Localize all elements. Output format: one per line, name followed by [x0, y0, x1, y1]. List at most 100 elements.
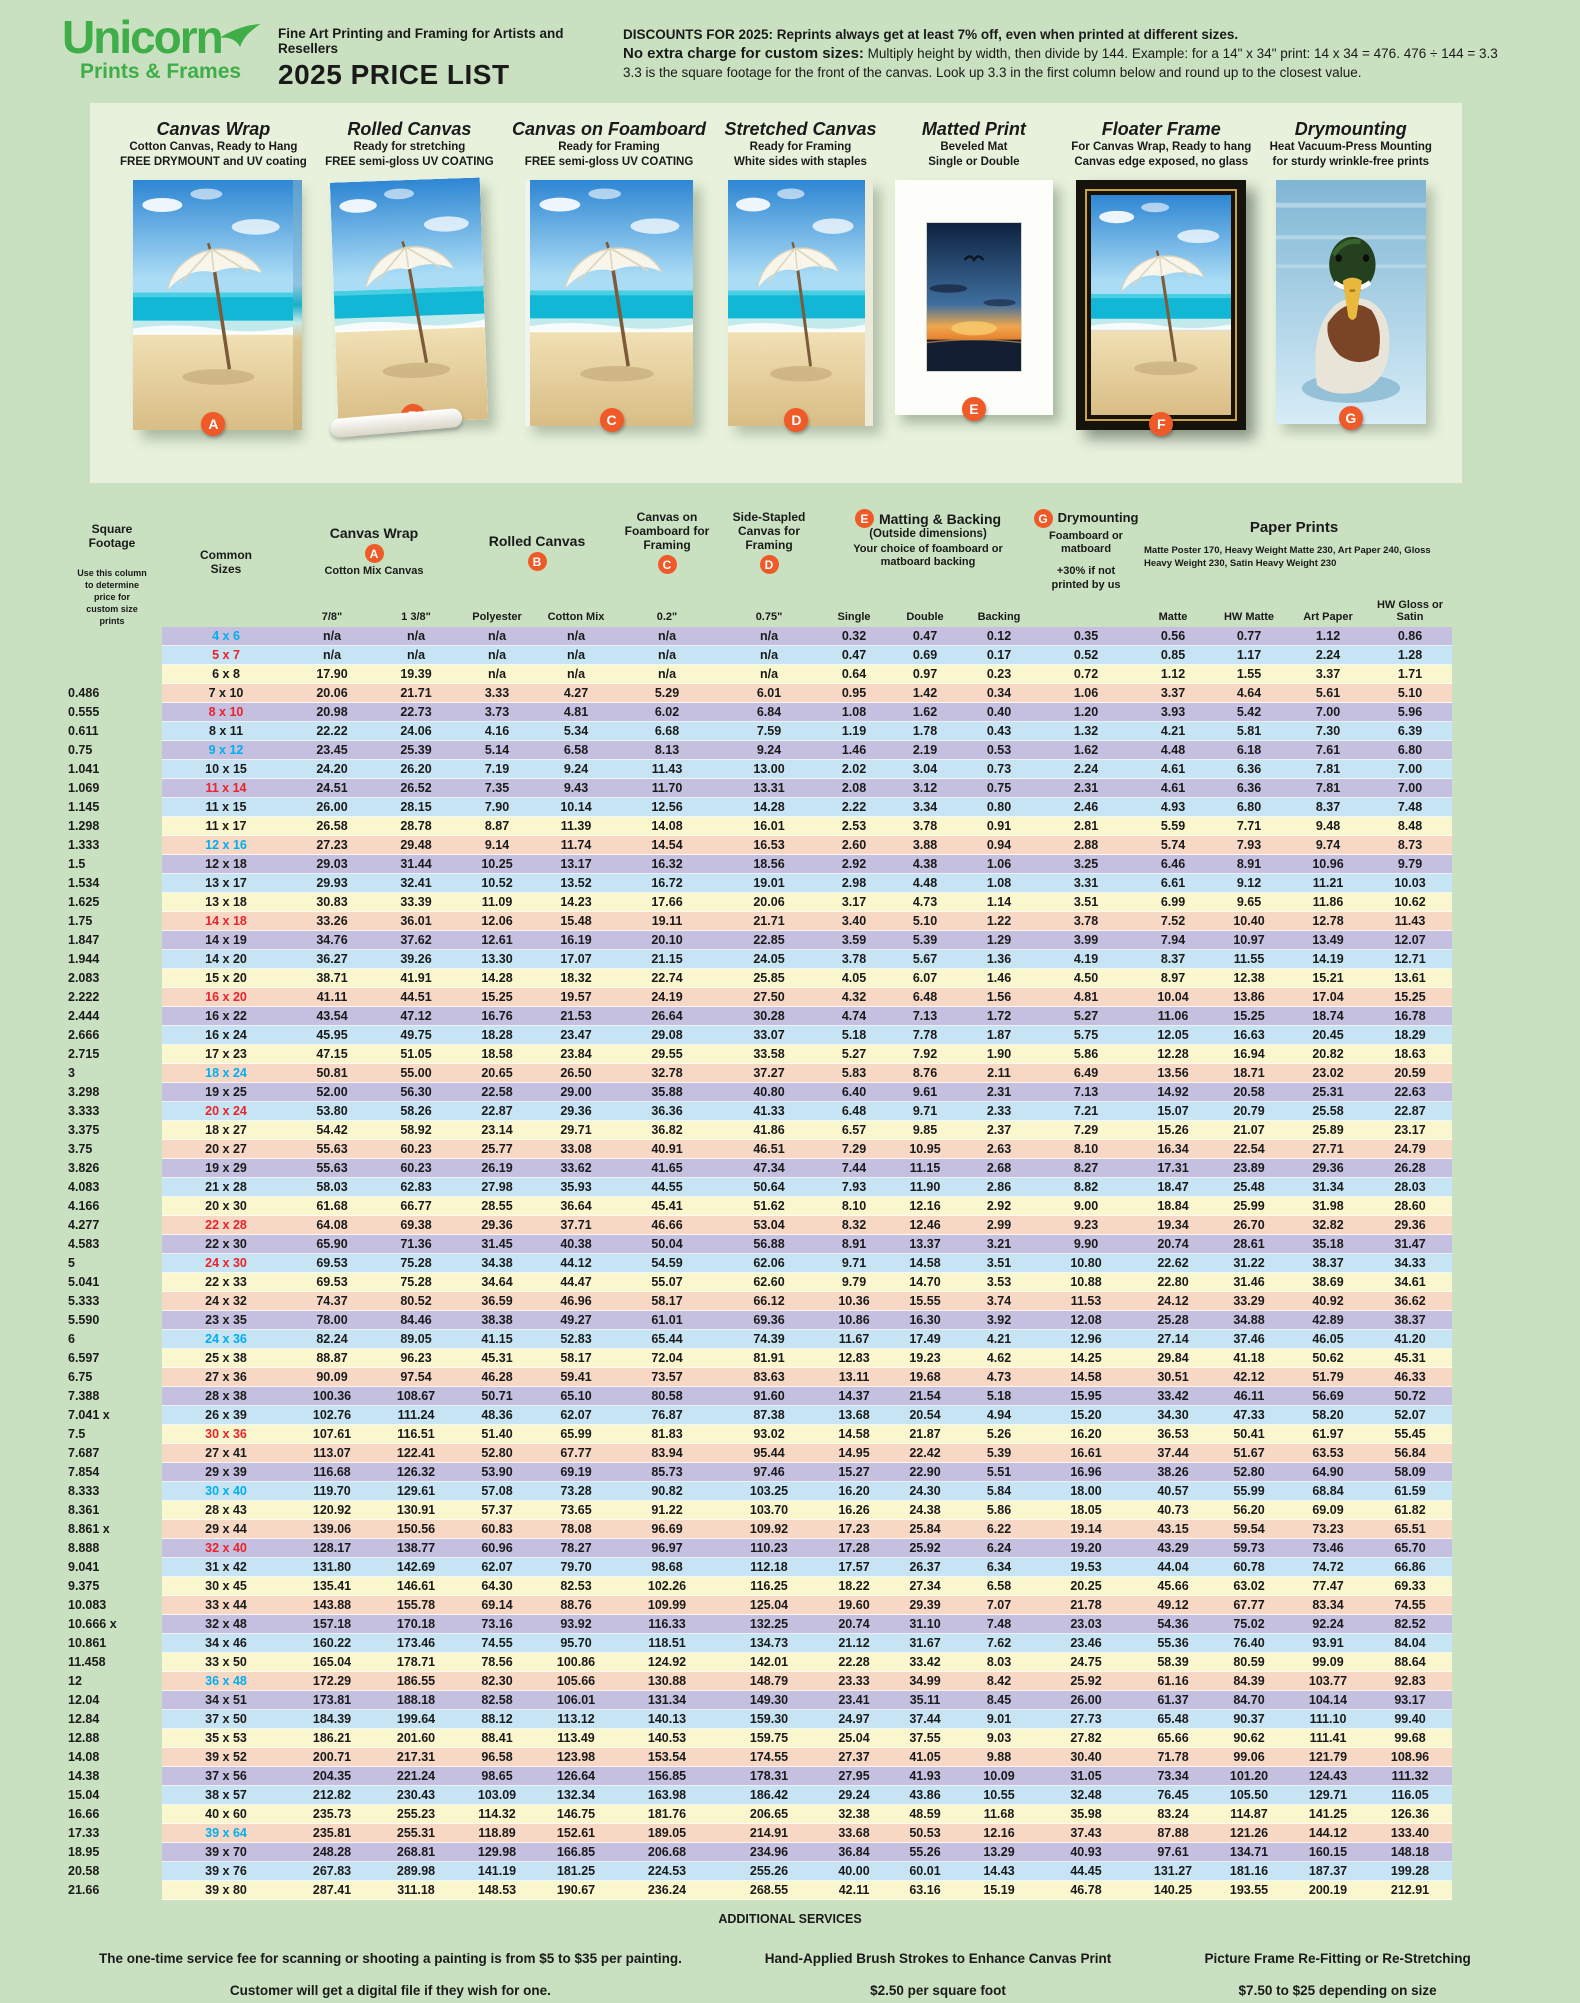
price-cell: 64.90	[1312, 1465, 1344, 1479]
price-cell: 12.07	[1394, 933, 1426, 947]
price-cell: 148.79	[749, 1674, 789, 1688]
price-cell: 8.37	[1160, 952, 1186, 966]
price-cell: 20.25	[1070, 1579, 1102, 1593]
price-cell: 5.67	[912, 952, 938, 966]
price-cell: 15.27	[838, 1465, 870, 1479]
price-cell: 93.92	[560, 1617, 592, 1631]
price-cell: 236.24	[647, 1883, 687, 1897]
group-title: Side-Stapled Canvas for Framing	[732, 510, 806, 552]
price-cell: 28.60	[1394, 1199, 1426, 1213]
size-cell: 16 x 24	[205, 1028, 247, 1042]
sqft-cell: 11.458	[68, 1655, 106, 1669]
price-cell: 40.80	[753, 1085, 785, 1099]
table-row: 1.298 11 x 17 26.58 28.78 8.87 11.39 14.08 16.0…	[62, 817, 1514, 836]
price-cell: 75.02	[1233, 1617, 1265, 1631]
sunset-bird-image	[927, 223, 1021, 371]
price-cell: 63.53	[1312, 1446, 1344, 1460]
price-cell: 24.38	[909, 1503, 941, 1517]
price-cell: 51.40	[481, 1427, 513, 1441]
price-cell: 38.71	[316, 971, 348, 985]
price-cell: 82.30	[481, 1674, 513, 1688]
price-cell: 116.33	[648, 1617, 686, 1631]
price-cell: 6.46	[1160, 857, 1186, 871]
price-cell: 8.10	[841, 1199, 867, 1213]
price-cell: 6.40	[841, 1085, 867, 1099]
product-subtitle: FREE semi-gloss UV COATING	[325, 156, 494, 169]
size-cell: 6 x 8	[212, 667, 240, 681]
foamboard-photo: C	[525, 179, 694, 432]
price-cell: 217.31	[396, 1750, 436, 1764]
stretched-canvas-photo: D	[727, 179, 873, 432]
price-cell: 66.86	[1394, 1560, 1426, 1574]
sqft-cell: 3.375	[68, 1123, 100, 1137]
price-cell: 5.42	[1236, 705, 1262, 719]
price-cell: 36.59	[481, 1294, 513, 1308]
price-cell: 98.65	[481, 1769, 513, 1783]
subcolumn-label: HW Gloss or Satin	[1376, 598, 1443, 623]
price-cell: 2.24	[1073, 762, 1099, 776]
price-cell: 184.39	[312, 1712, 352, 1726]
price-cell: 54.42	[316, 1123, 348, 1137]
service-refitting: Picture Frame Re-Fitting or Re-Stretchin…	[1145, 1950, 1530, 2001]
price-cell: 55.99	[1233, 1484, 1265, 1498]
size-cell: 11 x 15	[205, 800, 247, 814]
size-cell: 11 x 17	[205, 819, 247, 833]
price-cell: 153.54	[647, 1750, 687, 1764]
price-cell: 65.44	[651, 1332, 683, 1346]
size-cell: 9 x 12	[208, 743, 244, 757]
price-cell: 22.54	[1233, 1142, 1265, 1156]
price-cell: 105.50	[1229, 1788, 1269, 1802]
discount-line-1: DISCOUNTS FOR 2025: Reprints always get …	[623, 27, 1239, 42]
price-cell: 73.34	[1157, 1769, 1189, 1783]
price-cell: 8.91	[841, 1237, 867, 1251]
price-cell: 1.22	[986, 914, 1012, 928]
price-cell: 29.36	[1394, 1218, 1426, 1232]
price-cell: 13.49	[1312, 933, 1344, 947]
price-cell: 17.57	[838, 1560, 870, 1574]
logo: Unicorn Prints & Frames	[62, 14, 262, 91]
price-cell: 34.38	[481, 1256, 513, 1270]
price-cell: 10.25	[481, 857, 513, 871]
product-title: Floater Frame	[1101, 119, 1221, 139]
price-cell: 46.96	[560, 1294, 592, 1308]
price-cell: 11.68	[983, 1807, 1015, 1821]
table-row: 3.75 20 x 27 55.63 60.23 25.77 33.08 40.91 46.5…	[62, 1140, 1514, 1159]
price-cell: 54.36	[1157, 1617, 1189, 1631]
price-cell: 23.33	[838, 1674, 870, 1688]
price-cell: 31.10	[909, 1617, 941, 1631]
sqft-cell: 1.298	[68, 819, 100, 833]
product-title: Canvas on Foamboard	[512, 119, 707, 139]
price-cell: 24.20	[316, 762, 348, 776]
price-cell: 23.89	[1233, 1161, 1265, 1175]
sqft-cell: 8.333	[68, 1484, 100, 1498]
price-cell: 67.77	[560, 1446, 592, 1460]
price-cell: 22.42	[909, 1446, 941, 1460]
size-cell: 7 x 10	[208, 686, 244, 700]
duck-image	[1276, 180, 1426, 424]
price-cell: 18.56	[753, 857, 785, 871]
table-row: 1.847 14 x 19 34.76 37.62 12.61 16.19 20.10 22.…	[62, 931, 1514, 950]
price-cell: 132.34	[556, 1788, 596, 1802]
price-cell: 29.36	[560, 1104, 592, 1118]
price-cell: 9.00	[1073, 1199, 1099, 1213]
price-cell: 0.72	[1073, 667, 1099, 681]
price-cell: 116.05	[1391, 1788, 1429, 1802]
header-drymounting: G Drymounting Foamboard or matboard +30%…	[1033, 499, 1138, 627]
price-cell: 50.62	[1312, 1351, 1344, 1365]
price-cell: 15.25	[481, 990, 513, 1004]
price-cell: 9.24	[563, 762, 589, 776]
price-cell: 16.19	[560, 933, 592, 947]
price-cell: 3.37	[1160, 686, 1186, 700]
discount-line-3: 3.3 is the square footage for the front …	[623, 65, 1362, 81]
price-cell: 4.94	[986, 1408, 1012, 1422]
group-subtitle: Foamboard or matboard	[1049, 530, 1123, 556]
price-cell: 49.12	[1157, 1598, 1189, 1612]
price-cell: 37.62	[400, 933, 432, 947]
sqft-cell: 12.88	[68, 1731, 100, 1745]
price-cell: 29.36	[1312, 1161, 1344, 1175]
price-cell: 102.26	[647, 1579, 687, 1593]
price-cell: 52.80	[1233, 1465, 1265, 1479]
price-cell: 84.46	[400, 1313, 432, 1327]
price-cell: 152.61	[556, 1826, 596, 1840]
price-cell: 17.28	[838, 1541, 870, 1555]
